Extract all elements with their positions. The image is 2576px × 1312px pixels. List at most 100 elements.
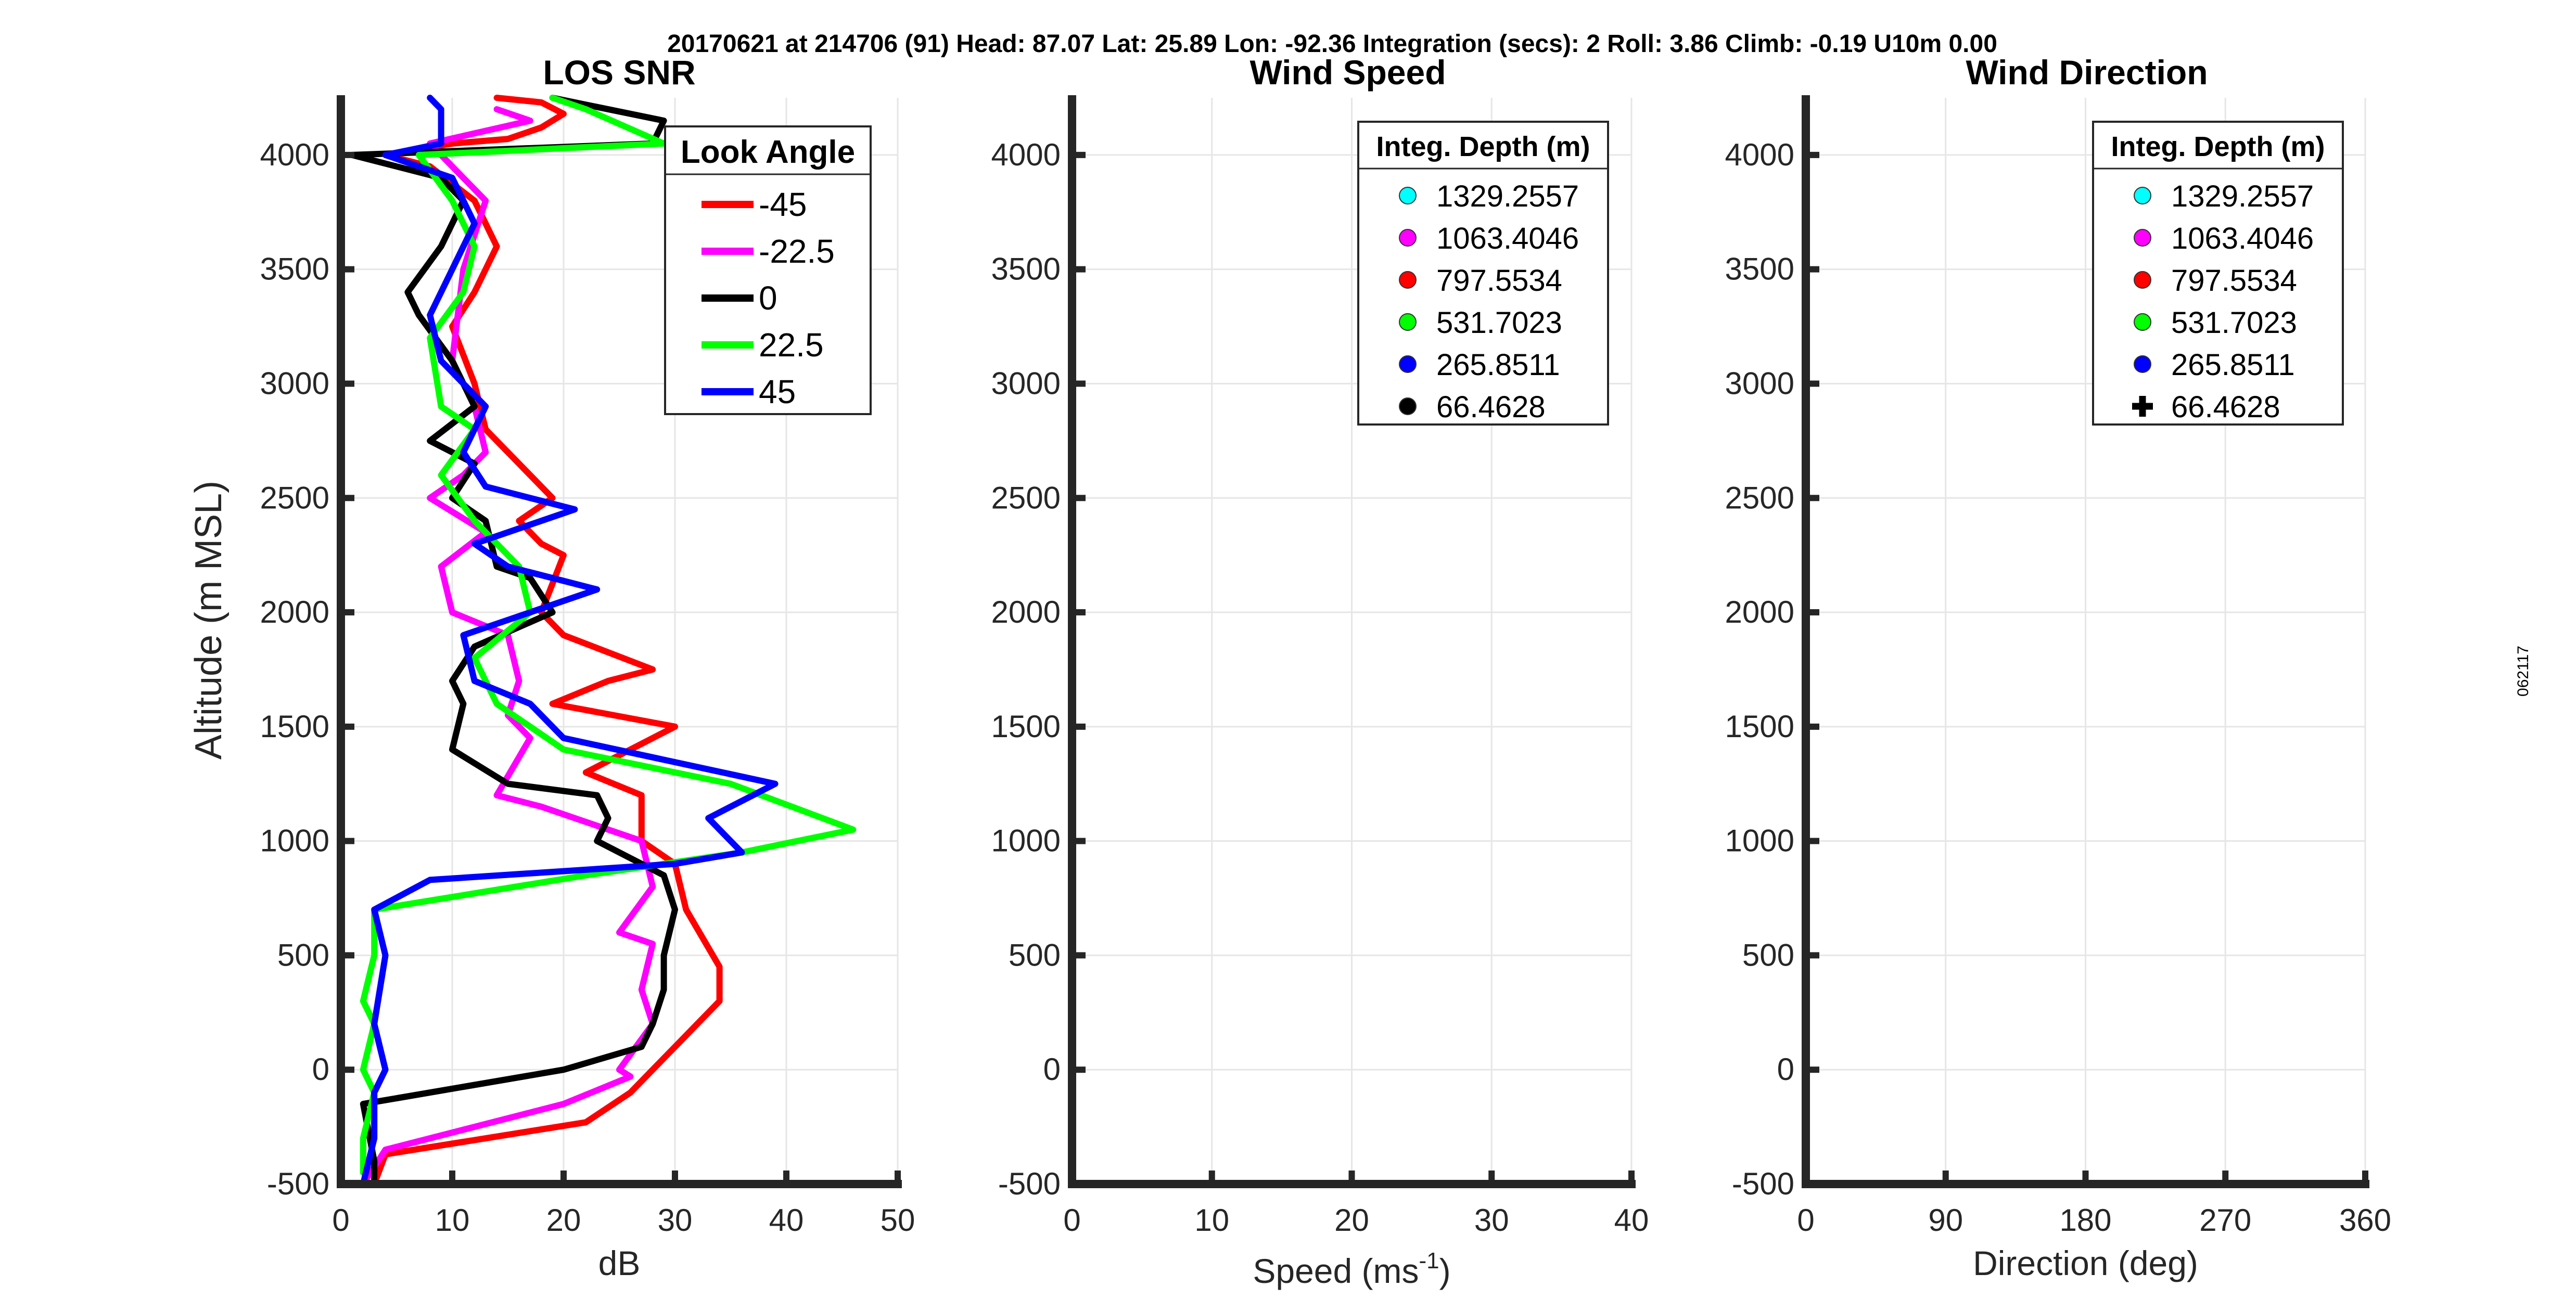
y-tick-label: 1500: [1725, 709, 1794, 744]
legend-label: 1063.4046: [2171, 222, 2314, 255]
y-tick-label: 1500: [260, 709, 329, 744]
legend-marker-circle: [2134, 187, 2151, 204]
legend-box: [1357, 121, 1609, 426]
legend-marker-circle: [1399, 355, 1417, 373]
y-tick-label: -500: [1732, 1166, 1794, 1201]
y-tick-label: 4000: [260, 137, 329, 172]
x-axis-label-main: Speed (ms: [1253, 1252, 1419, 1290]
y-tick-label: 2500: [1725, 480, 1794, 515]
y-tick-label: 0: [312, 1052, 329, 1087]
legend-label: 531.7023: [1436, 306, 1562, 340]
x-tick-label: 20: [1334, 1203, 1369, 1238]
y-tick-label: 1000: [991, 824, 1061, 858]
legend-label: -22.5: [759, 233, 835, 270]
legend-label: 1329.2557: [1436, 179, 1579, 213]
y-tick-label: -500: [267, 1166, 329, 1201]
legend-label: 797.5534: [2171, 264, 2297, 298]
legend-label: 66.4628: [2171, 390, 2280, 424]
legend-marker-circle: [1399, 229, 1417, 247]
y-tick-label: 0: [1777, 1052, 1794, 1087]
y-tick-label: 3000: [1725, 366, 1794, 401]
legend-label: 531.7023: [2171, 306, 2297, 340]
legend-marker-circle: [2134, 355, 2151, 373]
legend: Integ. Depth (m) 1329.2557 1063.4046 797.55…: [2092, 121, 2344, 426]
x-tick-label: 10: [1194, 1203, 1229, 1238]
legend-title: Integ. Depth (m): [1376, 131, 1590, 162]
y-tick-label: 3500: [1725, 252, 1794, 287]
legend-title: Integ. Depth (m): [2111, 131, 2325, 162]
legend-label: 66.4628: [1436, 390, 1546, 424]
x-tick-label: 20: [546, 1203, 581, 1238]
x-tick-label: 40: [769, 1203, 804, 1238]
x-axis-label: Speed (ms-1): [1253, 1248, 1450, 1290]
legend-label: -45: [759, 186, 807, 223]
legend-label: 45: [759, 373, 796, 410]
legend-marker-plus: [2132, 396, 2153, 417]
legend-marker-circle: [2134, 229, 2151, 247]
legend-marker-circle: [1399, 313, 1417, 331]
y-tick-label: 2000: [260, 595, 329, 629]
legend-marker-circle: [1399, 397, 1417, 415]
chart-title: LOS SNR: [543, 53, 695, 92]
series-line-22.5: [360, 95, 857, 1176]
legend-label: 1329.2557: [2171, 179, 2314, 213]
legend-label: 0: [759, 279, 777, 317]
legend-label: 22.5: [759, 326, 824, 364]
legend: Integ. Depth (m) 1329.2557 1063.4046 797.55…: [1357, 121, 1609, 426]
x-tick-label: 30: [1474, 1203, 1509, 1238]
figure-header: 20170621 at 214706 (91) Head: 87.07 Lat:…: [667, 30, 1997, 58]
x-tick-label: 90: [1928, 1203, 1963, 1238]
y-tick-label: 1000: [260, 824, 329, 858]
x-axis-label-tail: ): [1439, 1252, 1451, 1290]
legend-marker-circle: [2134, 271, 2151, 289]
legend: Look Angle -45 -22.5 0 22.5 45: [664, 125, 872, 415]
x-axis-label: dB: [598, 1244, 641, 1282]
legend-box: [2092, 121, 2344, 426]
x-tick-label: 10: [435, 1203, 470, 1238]
legend-label: 1063.4046: [1436, 222, 1579, 255]
x-axis-label-superscript: -1: [1419, 1248, 1439, 1274]
y-tick-label: 2500: [991, 480, 1061, 515]
y-tick-label: 3500: [260, 252, 329, 287]
legend-label: 797.5534: [1436, 264, 1562, 298]
side-label: 062117: [2515, 646, 2532, 697]
y-tick-label: 500: [277, 937, 329, 972]
y-tick-label: 2000: [991, 595, 1061, 629]
y-tick-label: 2500: [260, 480, 329, 515]
x-axis-label: Direction (deg): [1973, 1244, 2198, 1282]
legend-label: 265.8511: [2171, 348, 2295, 382]
x-tick-label: 0: [332, 1203, 349, 1238]
y-tick-label: 500: [1742, 937, 1794, 972]
y-tick-label: 1500: [991, 709, 1061, 744]
y-tick-label: 1000: [1725, 824, 1794, 858]
y-tick-label: -500: [998, 1166, 1061, 1201]
chart-title: Wind Speed: [1249, 53, 1446, 92]
y-tick-label: 3000: [260, 366, 329, 401]
series-line--22.5: [360, 106, 656, 1187]
y-tick-label: 2000: [1725, 595, 1794, 629]
x-tick-label: 360: [2339, 1203, 2391, 1238]
legend-marker-circle: [2134, 313, 2151, 331]
legend-marker-circle: [1399, 271, 1417, 289]
y-tick-label: 4000: [1725, 137, 1794, 172]
x-tick-label: 270: [2199, 1203, 2251, 1238]
y-tick-label: 4000: [991, 137, 1061, 172]
y-tick-label: 3500: [991, 252, 1061, 287]
y-tick-label: 0: [1043, 1052, 1061, 1087]
x-tick-label: 30: [658, 1203, 693, 1238]
y-tick-label: 3000: [991, 366, 1061, 401]
chart-title: Wind Direction: [1966, 53, 2208, 92]
x-tick-label: 0: [1797, 1203, 1814, 1238]
legend-title: Look Angle: [681, 134, 855, 170]
legend-label: 265.8511: [1436, 348, 1560, 382]
legend-marker-circle: [1399, 187, 1417, 204]
y-tick-label: 500: [1009, 937, 1061, 972]
y-axis-label: Altitude (m MSL): [188, 481, 229, 760]
x-tick-label: 40: [1614, 1203, 1649, 1238]
x-tick-label: 50: [881, 1203, 915, 1238]
series-line-45: [360, 95, 779, 1187]
